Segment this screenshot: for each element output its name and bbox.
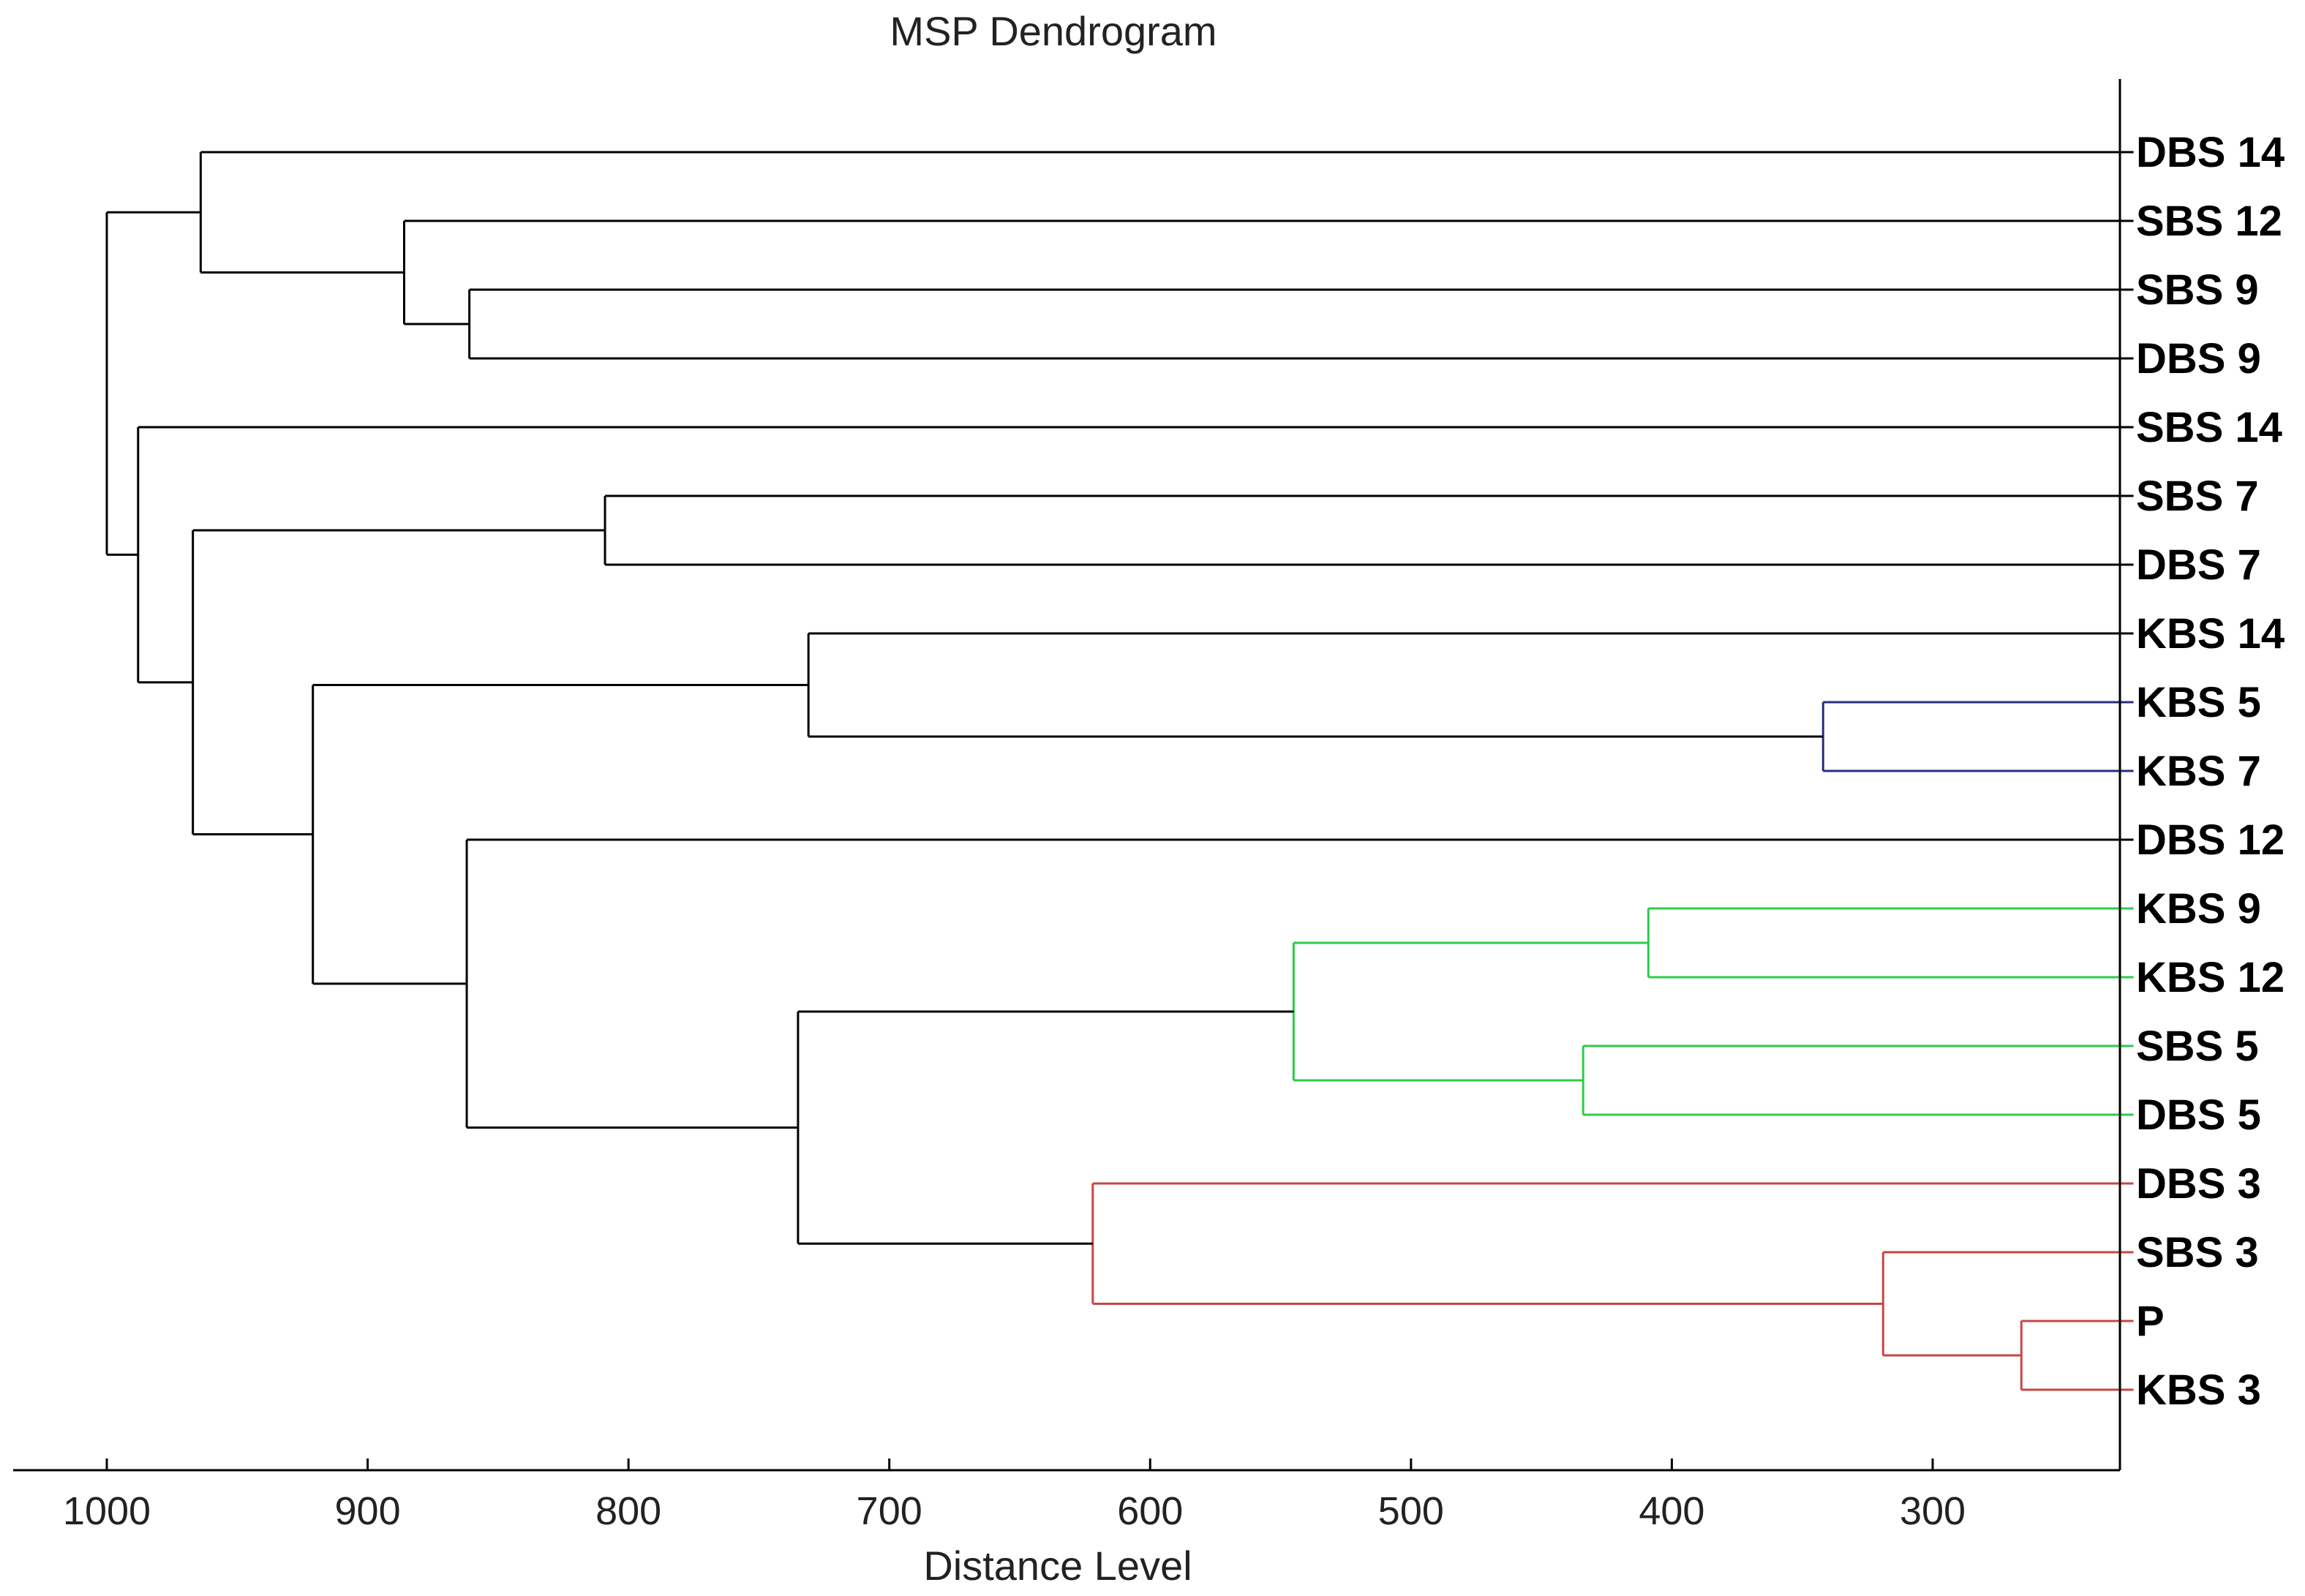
leaf-label-kbs-3: KBS 3 [2136,1366,2261,1414]
leaf-label-kbs-9: KBS 9 [2136,885,2261,933]
x-tick-label-500: 500 [1378,1489,1444,1533]
x-tick-label-1000: 1000 [63,1489,151,1533]
leaf-label-dbs-14: DBS 14 [2136,129,2285,176]
chart-title: MSP Dendrogram [890,8,1217,54]
leaf-label-dbs-5: DBS 5 [2136,1091,2261,1139]
leaf-label-sbs-9: SBS 9 [2136,266,2259,314]
leaf-label-sbs-5: SBS 5 [2136,1023,2259,1070]
leaf-label-sbs-3: SBS 3 [2136,1229,2259,1276]
leaf-label-dbs-7: DBS 7 [2136,541,2261,589]
x-tick-label-800: 800 [595,1489,661,1533]
leaf-label-sbs-12: SBS 12 [2136,197,2282,245]
x-axis-ticks: 1000 900 800 700 600 500 400 300 [63,1458,1966,1533]
leaf-label-dbs-9: DBS 9 [2136,335,2261,383]
leaf-label-dbs-12: DBS 12 [2136,816,2285,864]
leaf-label-kbs-12: KBS 12 [2136,954,2285,1001]
leaf-label-kbs-5: KBS 5 [2136,679,2261,726]
x-axis-label: Distance Level [923,1543,1192,1589]
x-tick-label-700: 700 [857,1489,922,1533]
leaf-label-kbs-14: KBS 14 [2136,610,2285,658]
x-tick-label-900: 900 [335,1489,401,1533]
leaf-labels: DBS 14 SBS 12 SBS 9 DBS 9 SBS 14 SBS 7 DBS 7 KB… [2136,129,2285,1414]
leaf-label-kbs-7: KBS 7 [2136,748,2261,795]
leaf-label-p: P [2136,1298,2165,1345]
x-tick-label-400: 400 [1639,1489,1704,1533]
dendrogram-branches [105,151,2134,1391]
leaf-label-dbs-3: DBS 3 [2136,1160,2261,1208]
leaf-label-sbs-14: SBS 14 [2136,404,2282,451]
x-tick-label-300: 300 [1900,1489,1966,1533]
leaf-label-sbs-7: SBS 7 [2136,473,2259,520]
x-tick-label-600: 600 [1117,1489,1183,1533]
